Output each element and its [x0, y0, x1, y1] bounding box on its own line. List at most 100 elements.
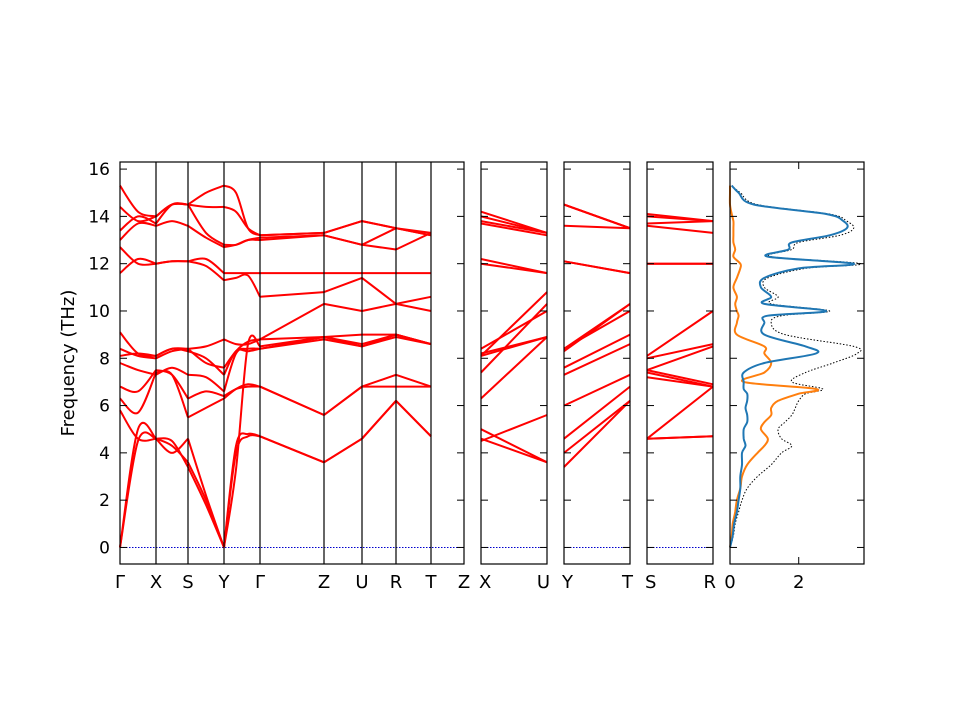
panel-frame [646, 161, 714, 565]
band-line [646, 224, 714, 234]
band-line [323, 276, 363, 294]
band-line [155, 437, 189, 454]
y-tick-label: 10 [88, 302, 110, 322]
band-line [361, 243, 397, 251]
band-line [323, 437, 363, 464]
x-tick-label: Γ [255, 572, 265, 593]
band-line [646, 343, 714, 360]
band-line [187, 338, 225, 350]
band-line [480, 210, 548, 234]
band-line [155, 369, 189, 418]
band-line [187, 257, 225, 274]
x-tick-label: Y [561, 572, 574, 593]
x-tick-label: Z [318, 572, 330, 593]
y-tick-label: 4 [99, 444, 110, 464]
band-line [119, 185, 157, 218]
band-line [563, 333, 631, 369]
band-line [259, 336, 325, 341]
band-line [563, 400, 631, 454]
band-line [119, 372, 157, 415]
band-line [187, 348, 225, 369]
band-line [223, 338, 261, 346]
band-line [223, 434, 261, 548]
y-tick-label: 14 [88, 207, 110, 227]
band-line [323, 333, 363, 338]
band-line [361, 220, 397, 230]
band-line [259, 336, 325, 350]
band-line [361, 373, 397, 388]
band-line [480, 220, 548, 234]
band-line [155, 437, 189, 464]
y-axis-label: Frequency (THz) [58, 290, 79, 437]
x-tick-label: S [645, 572, 656, 593]
band-line [323, 220, 363, 234]
band-line [395, 302, 432, 312]
band-line [155, 202, 189, 218]
band-line [361, 227, 397, 246]
x-tick-label: Y [218, 572, 231, 593]
band-line [323, 302, 363, 312]
band-line [323, 336, 363, 346]
y-tick-label: 0 [99, 538, 110, 558]
panel-frame [480, 161, 548, 565]
band-line [361, 277, 397, 305]
band-line [563, 260, 631, 275]
band-line [187, 390, 225, 400]
band-line [646, 345, 714, 372]
band-line [119, 421, 157, 548]
band-line [563, 373, 631, 407]
panel-frame [119, 161, 465, 565]
x-tick-label: T [621, 572, 634, 593]
band-line [259, 303, 325, 341]
band-line [259, 231, 325, 237]
band-line [119, 409, 157, 442]
dos-x-tick-label: 2 [793, 572, 804, 593]
band-line [480, 428, 548, 464]
x-tick-label: X [150, 572, 162, 593]
band-line [563, 203, 631, 230]
band-line [563, 400, 631, 468]
band-line [395, 231, 432, 251]
band-line [480, 414, 548, 442]
band-line [223, 432, 261, 548]
panel-frame [563, 161, 631, 565]
band-line [223, 184, 261, 237]
band-line [223, 273, 261, 298]
band-line [563, 310, 631, 350]
x-tick-label: Γ [115, 572, 125, 593]
band-line [563, 343, 631, 376]
band-line [259, 385, 325, 416]
band-line [646, 385, 714, 440]
x-tick-label: Z [458, 572, 470, 593]
band-line [187, 397, 225, 419]
band-line [223, 347, 261, 392]
band-line [259, 435, 325, 464]
x-tick-label: R [390, 572, 403, 593]
band-line [480, 291, 548, 357]
band-line [119, 206, 157, 223]
x-tick-label: U [537, 572, 550, 593]
band-line [563, 224, 631, 230]
band-line [480, 336, 548, 357]
dos-orange-line [728, 185, 820, 548]
band-line [119, 331, 157, 358]
band-line [119, 347, 157, 360]
band-line [155, 260, 189, 265]
band-line [187, 438, 225, 548]
band-line [119, 246, 157, 266]
band-line [480, 336, 548, 400]
band-line [155, 369, 189, 400]
band-line [223, 383, 261, 400]
x-tick-label: U [355, 572, 368, 593]
band-line [119, 221, 157, 241]
band-line [480, 222, 548, 237]
band-line [223, 334, 261, 548]
band-line [646, 213, 714, 223]
band-line [480, 262, 548, 275]
y-tick-label: 6 [99, 397, 110, 417]
